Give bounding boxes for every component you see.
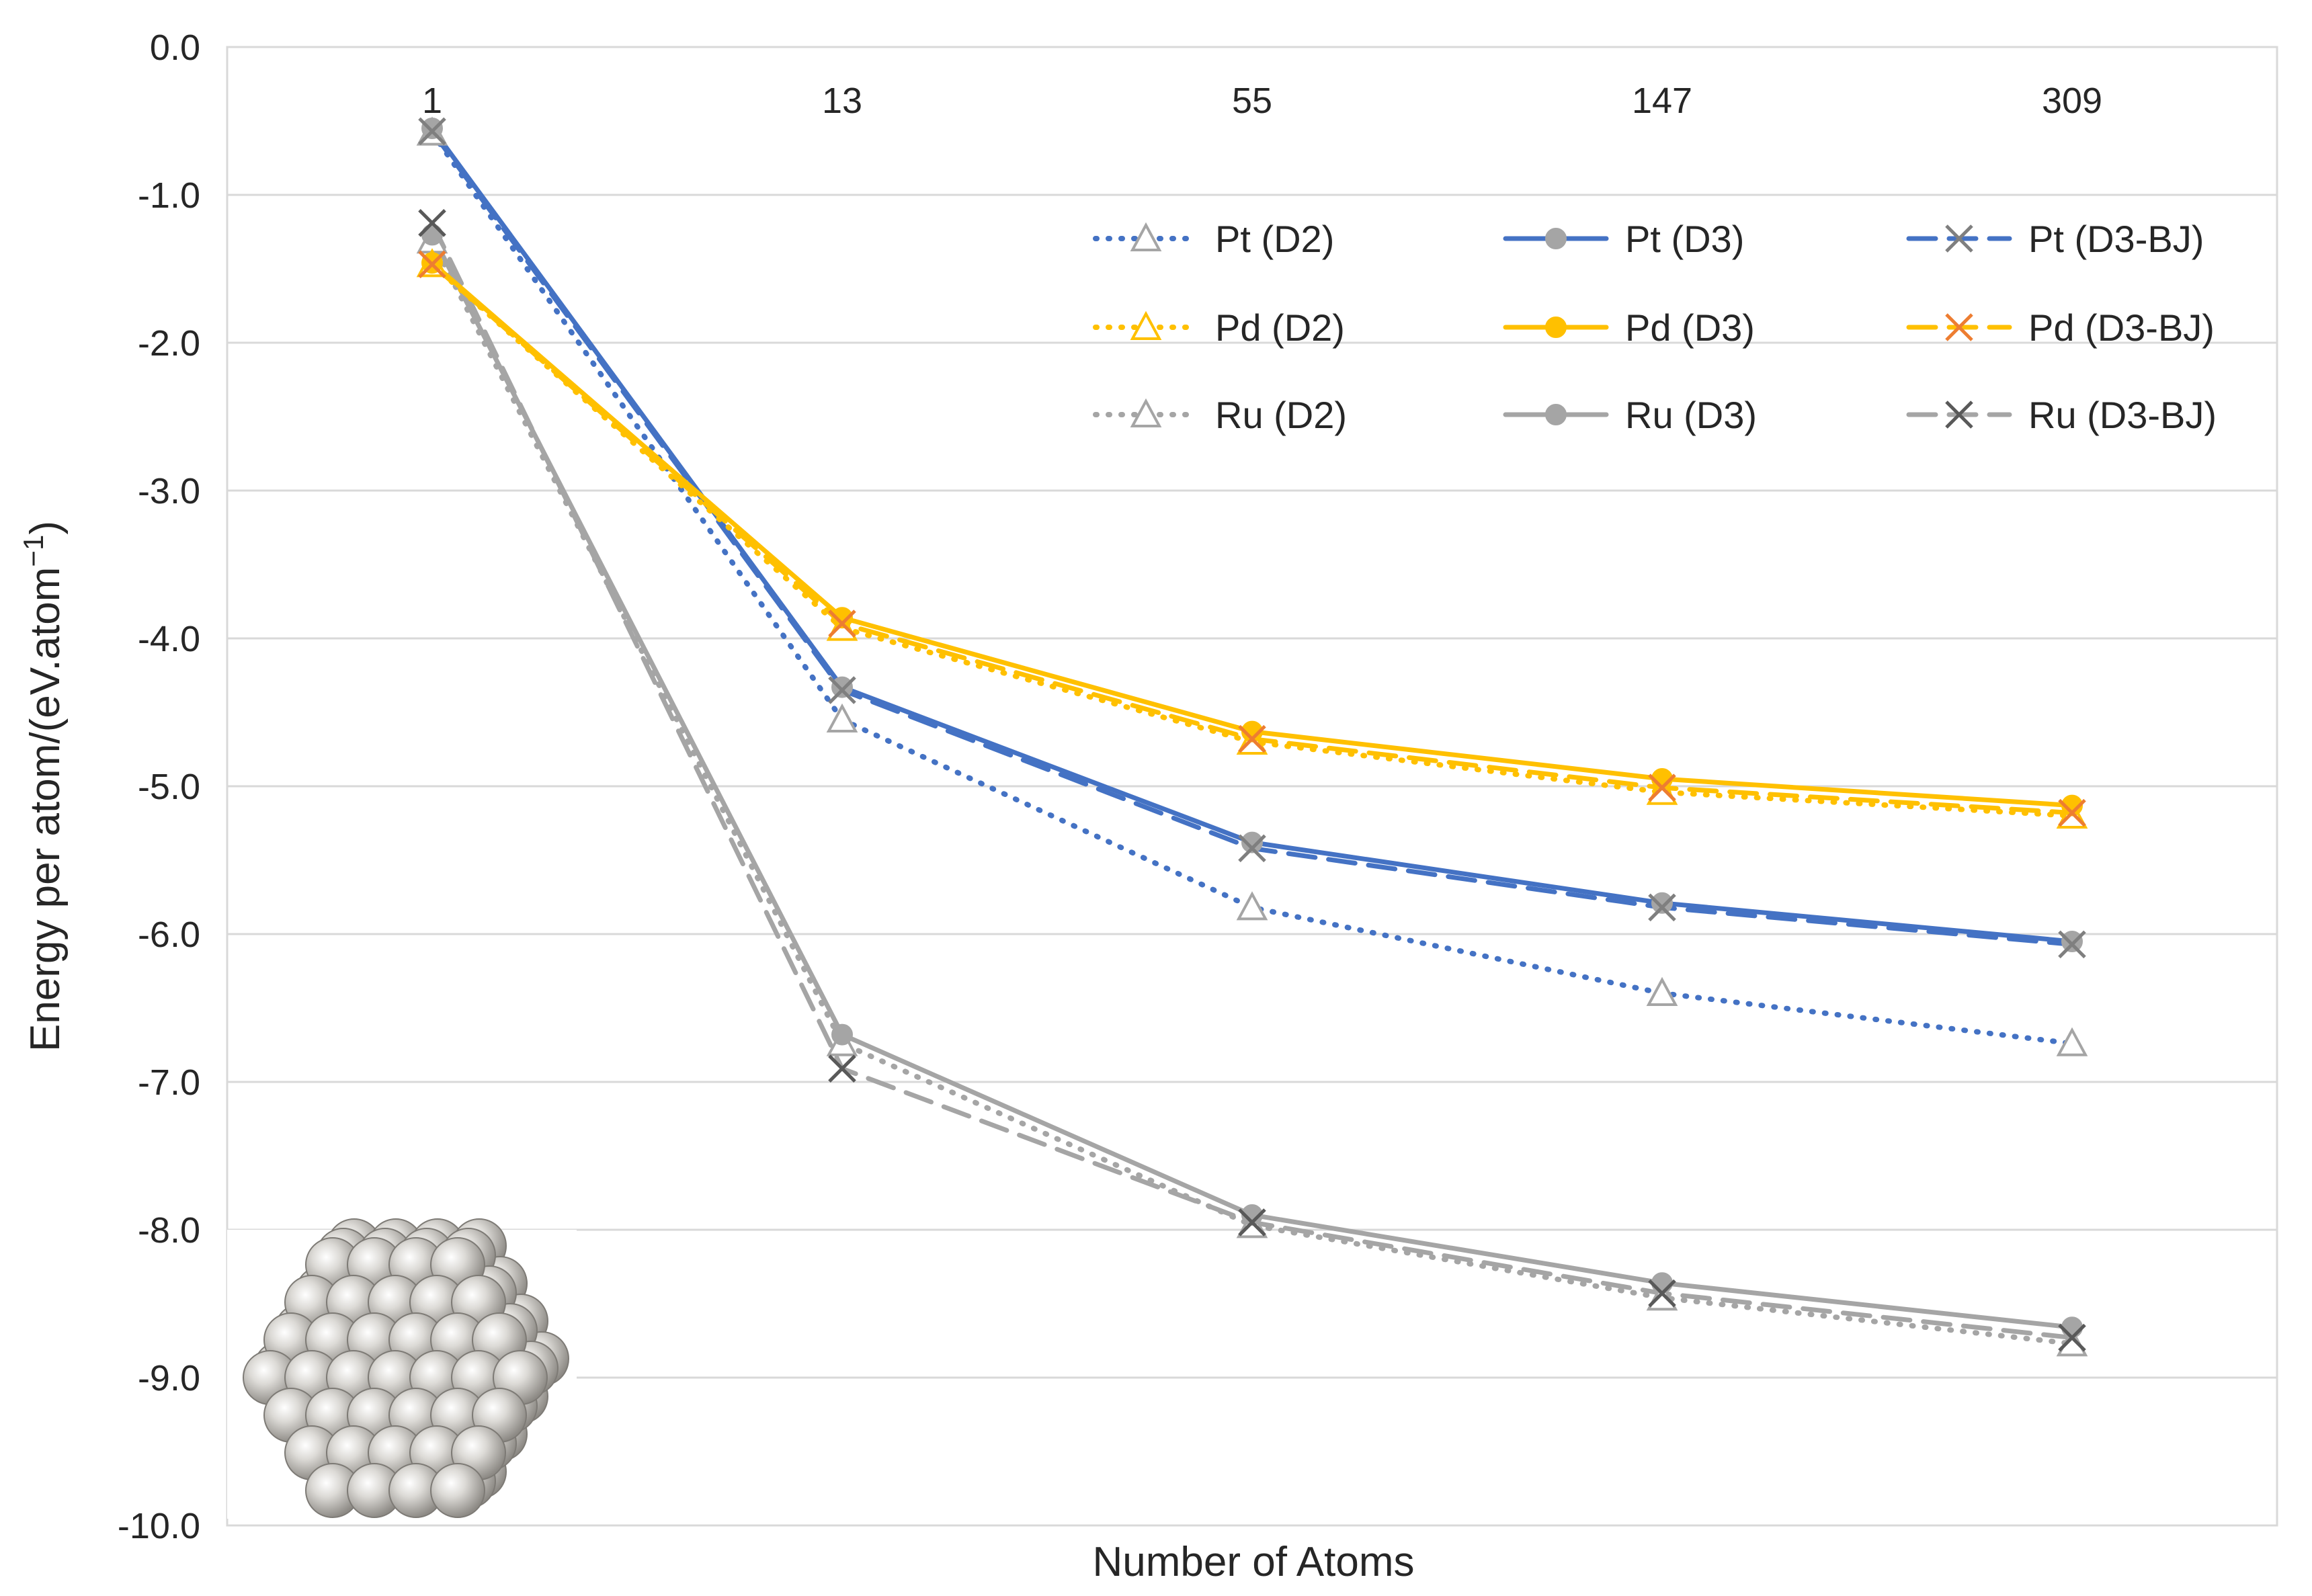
x-tick-label: 55 (1232, 81, 1272, 121)
data-point (828, 610, 856, 638)
legend-label: Ru (D3) (1625, 394, 1757, 436)
data-point (831, 676, 853, 698)
legend-label: Pt (D2) (1215, 218, 1334, 260)
data-point (1651, 892, 1673, 914)
legend-label: Pt (D3) (1625, 218, 1744, 260)
data-point (1648, 1279, 1676, 1308)
legend-marker (1130, 398, 1162, 427)
legend-marker (1545, 317, 1567, 338)
legend-entry: Pt (D3-BJ) (1906, 218, 2204, 260)
legend-entry: Ru (D3) (1503, 394, 1757, 436)
legend-entry: Pt (D3) (1503, 218, 1744, 260)
x-tick-label: 309 (2042, 81, 2102, 121)
data-point (828, 1054, 856, 1083)
data-point (418, 250, 446, 279)
legend-entry: Pd (D3) (1503, 306, 1755, 349)
data-point (2058, 930, 2086, 959)
legend-marker (1945, 224, 1973, 253)
legend-entry: Ru (D3-BJ) (1906, 394, 2217, 436)
series-layer (416, 116, 2088, 1357)
y-tick-label: -8.0 (138, 1210, 200, 1251)
x-tick-label: 147 (1632, 81, 1692, 121)
data-point (1241, 720, 1263, 743)
x-axis-ticks: 1 13 55 147 309 (422, 81, 2102, 121)
data-point (1238, 1208, 1266, 1236)
nanocluster-image (243, 1218, 569, 1518)
legend-marker (1545, 404, 1567, 425)
plot-area-border (226, 46, 2278, 1527)
data-point (1651, 1272, 1673, 1294)
legend-entry: Pd (D3-BJ) (1906, 306, 2215, 349)
legend-label: Pd (D3-BJ) (2028, 306, 2215, 349)
data-point (1646, 1281, 1678, 1311)
data-point (828, 676, 856, 704)
legend-entry: Pt (D2) (1093, 218, 1334, 260)
y-axis-ticks: 0.0 -1.0 -2.0 -3.0 -4.0 -5.0 -6.0 -7.0 -8.0 -9.0 -… (118, 28, 200, 1546)
legend-label: Ru (D3-BJ) (2028, 394, 2217, 436)
y-axis-title-main: Energy per atom/(eV.atom (22, 567, 69, 1052)
data-point (1238, 724, 1266, 753)
data-point (421, 118, 443, 139)
legend-label: Pd (D3) (1625, 306, 1755, 349)
legend-entry: Pd (D2) (1093, 306, 1345, 349)
legend-marker (1945, 313, 1973, 341)
legend-entry: Ru (D2) (1093, 394, 1347, 436)
data-point (1238, 834, 1266, 863)
legend-marker (1945, 401, 1973, 429)
legend-label: Ru (D2) (1215, 394, 1347, 436)
series-line-ru-d2- (429, 238, 2075, 1347)
legend-label: Pd (D2) (1215, 306, 1345, 349)
data-point (2061, 1316, 2083, 1339)
data-point (831, 1023, 853, 1046)
data-point (418, 209, 446, 237)
data-point (1241, 831, 1263, 853)
y-tick-label: -2.0 (138, 323, 200, 364)
legend-label: Pt (D3-BJ) (2028, 218, 2204, 260)
x-axis-title: Number of Atoms (1093, 1539, 1415, 1585)
cluster-atom (430, 1463, 485, 1518)
data-point (418, 117, 446, 146)
y-axis-title-superscript: −1 (17, 535, 49, 567)
data-point (2058, 798, 2086, 827)
y-tick-label: -6.0 (138, 915, 200, 955)
data-point (1236, 891, 1268, 921)
y-tick-label: -7.0 (138, 1062, 200, 1103)
data-point (2061, 931, 2083, 952)
x-tick-label: 13 (822, 81, 862, 121)
y-axis-title: Energy per atom/(eV.atom−1) (17, 521, 69, 1052)
series-line-ru-d3-bj- (429, 220, 2075, 1341)
y-tick-label: -5.0 (138, 767, 200, 807)
x-tick-label: 1 (422, 81, 442, 121)
data-point (2058, 1323, 2086, 1352)
y-tick-label: -1.0 (138, 175, 200, 216)
data-point (1241, 1204, 1263, 1226)
data-point (1648, 773, 1676, 802)
y-tick-label: -3.0 (138, 471, 200, 511)
data-point (2061, 794, 2083, 816)
data-point (1648, 893, 1676, 922)
y-tick-label: -10.0 (118, 1506, 200, 1546)
legend: Pt (D2) Pt (D3) Pt (D3-BJ) Pd (D2) Pd (D3) Pd… (1093, 218, 2217, 436)
y-tick-label: 0.0 (150, 28, 200, 68)
y-tick-label: -9.0 (138, 1358, 200, 1398)
data-point (2056, 1027, 2088, 1056)
data-point (1646, 775, 1678, 805)
data-point (1646, 976, 1678, 1006)
legend-marker (1130, 310, 1162, 340)
legend-marker (1130, 222, 1162, 251)
y-axis-title-close: ) (22, 521, 69, 535)
legend-marker (1545, 228, 1567, 249)
series-line-pt-d2- (429, 130, 2075, 1046)
data-point (826, 703, 858, 732)
y-tick-label: -4.0 (138, 619, 200, 659)
data-point (831, 607, 853, 629)
